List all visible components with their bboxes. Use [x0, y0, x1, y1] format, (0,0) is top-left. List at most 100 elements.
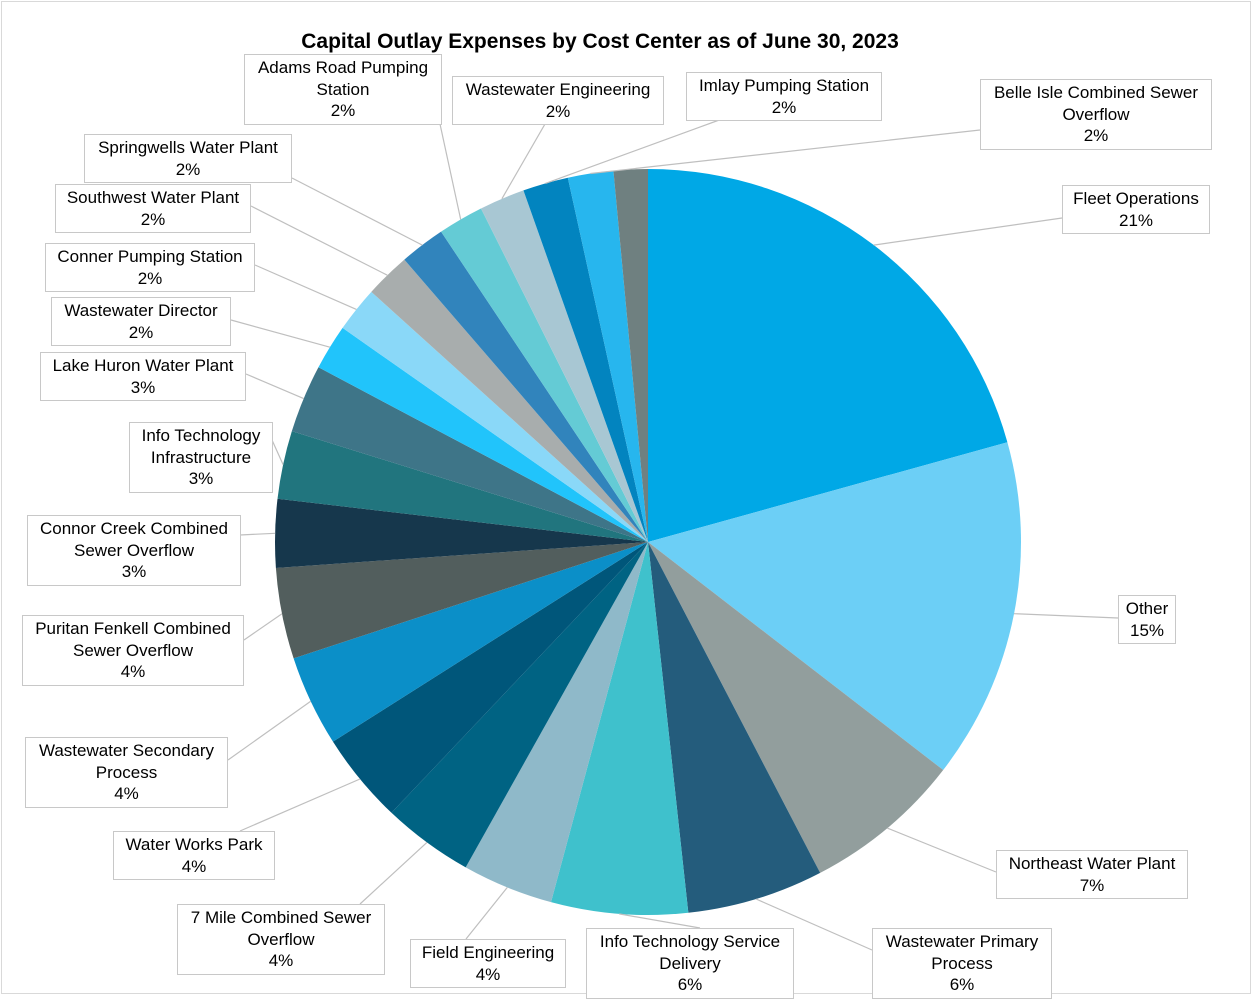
- pie-slice-field-engineering: [465, 542, 648, 903]
- slice-label-percent: 6%: [677, 975, 703, 994]
- slice-label-name: Fleet Operations: [1073, 189, 1199, 208]
- slice-label-name: Puritan Fenkell Combined: [35, 619, 231, 638]
- leader-line: [245, 373, 304, 400]
- pie-slice-info-technology-infrastructure: [277, 431, 648, 542]
- pie-slice-fleet-operations: [648, 169, 1008, 542]
- slice-label-percent: 4%: [475, 964, 501, 984]
- slice-label-name: Station: [316, 79, 370, 99]
- leader-line: [291, 177, 423, 246]
- slice-label-name: Wastewater Primary: [885, 932, 1039, 951]
- slice-label-name: 7 Mile Combined Sewer: [190, 908, 372, 927]
- leader-line: [271, 439, 284, 465]
- leader-line: [1013, 613, 1119, 619]
- leader-line: [439, 123, 462, 220]
- slice-label: Wastewater Primary Process 6%: [872, 928, 1052, 999]
- pie-slice-lake-huron-water-plant: [291, 367, 648, 542]
- slice-label: Wastewater Director 2%: [51, 297, 231, 346]
- leader-line: [545, 118, 723, 184]
- slice-label: Springwells Water Plant 2%: [84, 134, 292, 183]
- slice-label-name: Connor Creek Combined: [39, 519, 229, 538]
- slice-label-name: Info Technology Service: [599, 932, 781, 951]
- slice-label: Southwest Water Plant 2%: [55, 184, 251, 233]
- pie-slice-wastewater-primary-process: [648, 542, 821, 913]
- pie-slice-northeast-water-plant: [648, 542, 944, 873]
- slice-label-percent: 3%: [188, 469, 214, 488]
- slice-label: Wastewater Secondary Process 4%: [25, 737, 228, 808]
- pie-slices: [274, 169, 1021, 915]
- slice-label: 7 Mile Combined Sewer Overflow 4%: [177, 904, 385, 975]
- slice-label-percent: 2%: [140, 209, 166, 229]
- leader-line: [590, 129, 981, 175]
- slice-label-name: Imlay Pumping Station: [698, 76, 870, 95]
- slice-label-name: Process: [95, 762, 158, 782]
- slice-label: Conner Pumping Station 2%: [45, 243, 255, 292]
- pie-slice-puritan-fenkell-combined-sewer-overflow: [275, 542, 648, 659]
- slice-label-percent: 7%: [1079, 875, 1105, 895]
- leader-line: [501, 123, 546, 200]
- slice-label: Fleet Operations 21%: [1062, 185, 1210, 234]
- slice-label-name: Wastewater Director: [64, 301, 218, 320]
- pie-slice-wastewater-engineering: [480, 190, 648, 542]
- pie-slice-wastewater-director: [318, 327, 648, 542]
- slice-label-name: Belle Isle Combined Sewer: [993, 83, 1199, 102]
- slice-label: Field Engineering 4%: [410, 939, 566, 988]
- slice-label-percent: 4%: [120, 662, 146, 681]
- slice-label-name: Overflow: [247, 929, 315, 949]
- slice-label: Puritan Fenkell Combined Sewer Overflow 4%: [22, 615, 244, 686]
- pie-slice-unlabeled: [613, 169, 648, 542]
- slice-label-name: Other: [1125, 599, 1169, 618]
- pie-slice-connor-creek-combined-sewer-overflow: [274, 498, 648, 568]
- slice-label-name: Field Engineering: [421, 943, 555, 962]
- slice-label-percent: 2%: [545, 101, 571, 121]
- slice-label-name: Lake Huron Water Plant: [52, 356, 234, 375]
- pie-slice-wastewater-secondary-process: [293, 542, 648, 742]
- slice-label: Northeast Water Plant 7%: [996, 850, 1188, 899]
- pie-slice-water-works-park: [332, 542, 648, 813]
- pie-slice-southwest-water-plant: [371, 259, 648, 542]
- leader-line: [243, 613, 283, 641]
- pie-slice-conner-pumping-station: [342, 291, 648, 542]
- slice-label-percent: 4%: [181, 856, 207, 876]
- leader-line: [230, 319, 331, 348]
- slice-label: Other 15%: [1118, 595, 1176, 644]
- leader-line: [755, 898, 873, 951]
- slice-label-name: Infrastructure: [150, 447, 252, 467]
- leader-line: [359, 841, 428, 905]
- leader-lines: [227, 118, 1119, 951]
- pie-slice-imlay-pumping-station: [523, 177, 648, 542]
- slice-label-percent: 2%: [175, 159, 201, 179]
- pie-slice-7-mile-combined-sewer-overflow: [391, 542, 648, 868]
- slice-label: Info Technology Service Delivery 6%: [586, 928, 794, 999]
- leader-line: [239, 532, 276, 536]
- slice-label: Wastewater Engineering 2%: [452, 76, 664, 125]
- slice-label-name: Delivery: [659, 953, 721, 973]
- slice-label: Connor Creek Combined Sewer Overflow 3%: [27, 515, 241, 586]
- slice-label: Info Technology Infrastructure 3%: [129, 422, 273, 493]
- slice-label-percent: 21%: [1118, 210, 1154, 230]
- slice-label-percent: 15%: [1129, 620, 1165, 640]
- slice-label-name: Wastewater Secondary: [38, 741, 215, 760]
- slice-label: Belle Isle Combined Sewer Overflow 2%: [980, 79, 1212, 150]
- slice-label-name: Sewer Overflow: [73, 640, 193, 660]
- pie-slice-adams-road-pumping-station: [441, 208, 648, 543]
- pie-slice-info-technology-service-delivery: [551, 542, 689, 915]
- slice-label-percent: 6%: [949, 975, 975, 994]
- slice-label-percent: 2%: [137, 268, 163, 288]
- slice-label: Adams Road Pumping Station 2%: [244, 54, 442, 125]
- slice-label-percent: 3%: [121, 562, 147, 581]
- slice-label-percent: 2%: [330, 101, 356, 120]
- slice-label: Lake Huron Water Plant 3%: [40, 352, 246, 401]
- slice-label-name: Process: [931, 953, 993, 973]
- slice-label-percent: 3%: [130, 377, 156, 397]
- slice-label-name: Northeast Water Plant: [1008, 854, 1176, 873]
- slice-label-percent: 4%: [268, 951, 294, 970]
- slice-label-name: Southwest Water Plant: [66, 188, 240, 207]
- leader-line: [465, 887, 508, 940]
- leader-line: [227, 700, 312, 761]
- slice-label-percent: 2%: [1083, 126, 1109, 145]
- slice-label-name: Info Technology: [141, 426, 261, 445]
- leader-line: [250, 205, 388, 276]
- slice-label-name: Adams Road Pumping: [257, 58, 429, 77]
- leader-line: [254, 264, 357, 310]
- slice-label-name: Conner Pumping Station: [57, 247, 243, 266]
